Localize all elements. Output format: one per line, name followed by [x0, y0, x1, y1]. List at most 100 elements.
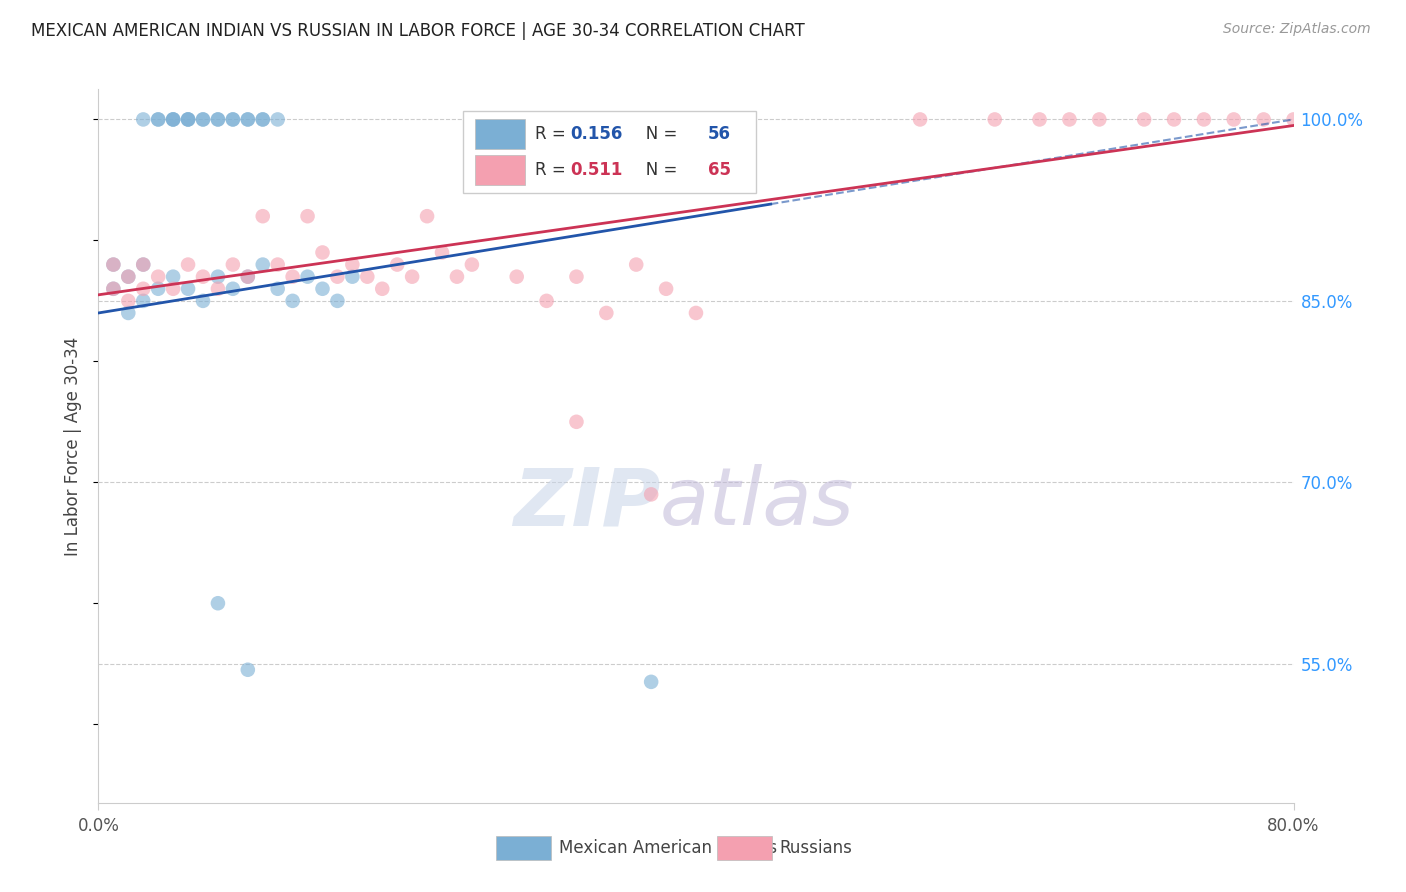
Point [236, 269, 259, 284]
Point [371, 282, 394, 296]
FancyBboxPatch shape [475, 119, 524, 149]
Point [640, 112, 662, 127]
Point [191, 269, 214, 284]
Point [148, 282, 170, 296]
Point [311, 282, 333, 296]
Point [222, 112, 245, 127]
FancyBboxPatch shape [496, 836, 551, 860]
Text: ZIP: ZIP [513, 464, 661, 542]
Text: N =: N = [630, 161, 683, 178]
Point [908, 112, 931, 127]
Point [281, 293, 304, 308]
Point [1253, 112, 1275, 127]
Point [311, 245, 333, 260]
Point [267, 282, 290, 296]
Point [640, 674, 662, 689]
Point [207, 269, 229, 284]
Point [685, 112, 707, 127]
Point [626, 112, 648, 127]
Point [162, 112, 184, 127]
Point [222, 258, 245, 272]
Text: R =: R = [534, 125, 571, 143]
Point [162, 282, 184, 296]
Text: 65: 65 [709, 161, 731, 178]
Point [342, 258, 364, 272]
Point [700, 112, 723, 127]
Point [1088, 112, 1111, 127]
Point [297, 209, 319, 223]
Point [132, 293, 155, 308]
Point [1059, 112, 1081, 127]
Point [222, 112, 245, 127]
Point [252, 258, 274, 272]
Point [655, 112, 678, 127]
Point [401, 269, 423, 284]
Point [132, 282, 155, 296]
Point [236, 269, 259, 284]
Point [565, 269, 588, 284]
Point [236, 112, 259, 127]
Point [685, 306, 707, 320]
FancyBboxPatch shape [717, 836, 772, 860]
Point [640, 487, 662, 501]
Point [207, 112, 229, 127]
Point [565, 415, 588, 429]
Text: 0.156: 0.156 [571, 125, 623, 143]
Point [326, 269, 349, 284]
Point [207, 112, 229, 127]
Point [236, 663, 259, 677]
Point [162, 112, 184, 127]
Point [103, 282, 125, 296]
Point [430, 245, 453, 260]
Point [148, 112, 170, 127]
Point [626, 258, 648, 272]
Y-axis label: In Labor Force | Age 30-34: In Labor Force | Age 30-34 [65, 336, 83, 556]
Text: atlas: atlas [661, 464, 855, 542]
Text: 56: 56 [709, 125, 731, 143]
Point [191, 112, 214, 127]
Point [281, 269, 304, 284]
Point [103, 282, 125, 296]
Text: MEXICAN AMERICAN INDIAN VS RUSSIAN IN LABOR FORCE | AGE 30-34 CORRELATION CHART: MEXICAN AMERICAN INDIAN VS RUSSIAN IN LA… [31, 22, 804, 40]
Text: Russians: Russians [780, 838, 852, 856]
Point [1192, 112, 1215, 127]
Point [416, 209, 439, 223]
Point [730, 112, 752, 127]
Point [103, 258, 125, 272]
Point [207, 596, 229, 610]
Point [207, 282, 229, 296]
Point [655, 282, 678, 296]
Point [1028, 112, 1050, 127]
Point [1223, 112, 1246, 127]
Point [252, 112, 274, 127]
Point [984, 112, 1007, 127]
Point [177, 112, 200, 127]
Point [356, 269, 378, 284]
Point [117, 269, 139, 284]
Point [297, 269, 319, 284]
Point [132, 112, 155, 127]
Point [117, 293, 139, 308]
Point [252, 112, 274, 127]
Point [103, 258, 125, 272]
Point [117, 269, 139, 284]
Point [565, 112, 588, 127]
Point [267, 112, 290, 127]
Text: 0.511: 0.511 [571, 161, 623, 178]
Point [177, 112, 200, 127]
Point [506, 269, 529, 284]
Point [132, 258, 155, 272]
Point [446, 269, 468, 284]
Text: R =: R = [534, 161, 571, 178]
Point [595, 306, 617, 320]
Point [536, 293, 558, 308]
Point [162, 269, 184, 284]
Point [132, 258, 155, 272]
Point [177, 282, 200, 296]
Point [1163, 112, 1185, 127]
Point [1133, 112, 1156, 127]
FancyBboxPatch shape [463, 111, 756, 193]
Point [191, 112, 214, 127]
Point [177, 258, 200, 272]
Point [326, 293, 349, 308]
